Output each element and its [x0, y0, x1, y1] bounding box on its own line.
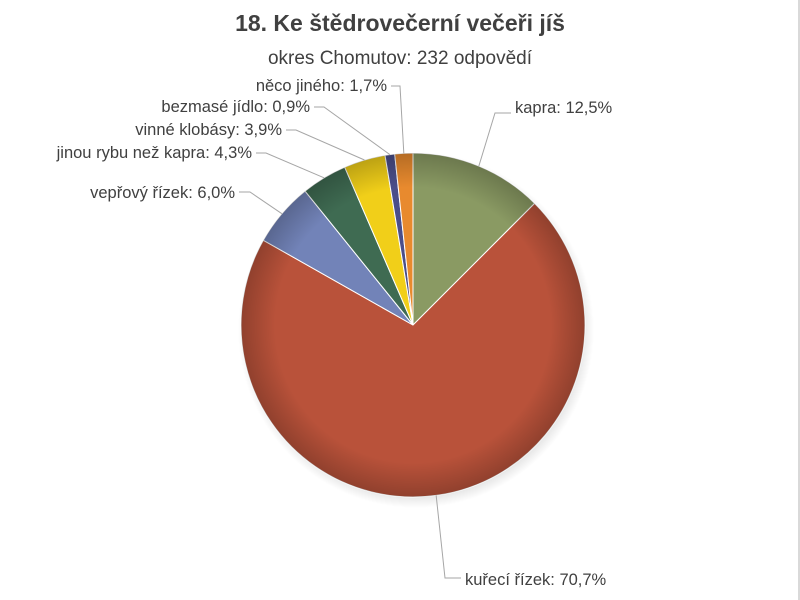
slice-label: jinou rybu než kapra: 4,3%: [56, 144, 253, 162]
leader-line: [391, 85, 405, 154]
slice-label: bezmasé jídlo: 0,9%: [161, 98, 310, 116]
leader-line: [314, 106, 391, 155]
chart-subtitle: okres Chomutov: 232 odpovědí: [267, 48, 533, 69]
slice-label: vinné klobásy: 3,9%: [135, 121, 282, 139]
chart-title: 18. Ke štědrovečerní večeři jíš: [235, 10, 565, 36]
slice-label: něco jiného: 1,7%: [256, 77, 388, 95]
leader-line: [239, 191, 283, 215]
leader-line: [478, 112, 511, 167]
leader-line: [256, 152, 325, 179]
leader-line: [435, 495, 461, 579]
leader-line: [286, 129, 365, 161]
slice-label: kapra: 12,5%: [515, 99, 613, 117]
slice-label: vepřový řízek: 6,0%: [90, 184, 235, 202]
slice-label: kuřecí řízek: 70,7%: [465, 571, 607, 589]
